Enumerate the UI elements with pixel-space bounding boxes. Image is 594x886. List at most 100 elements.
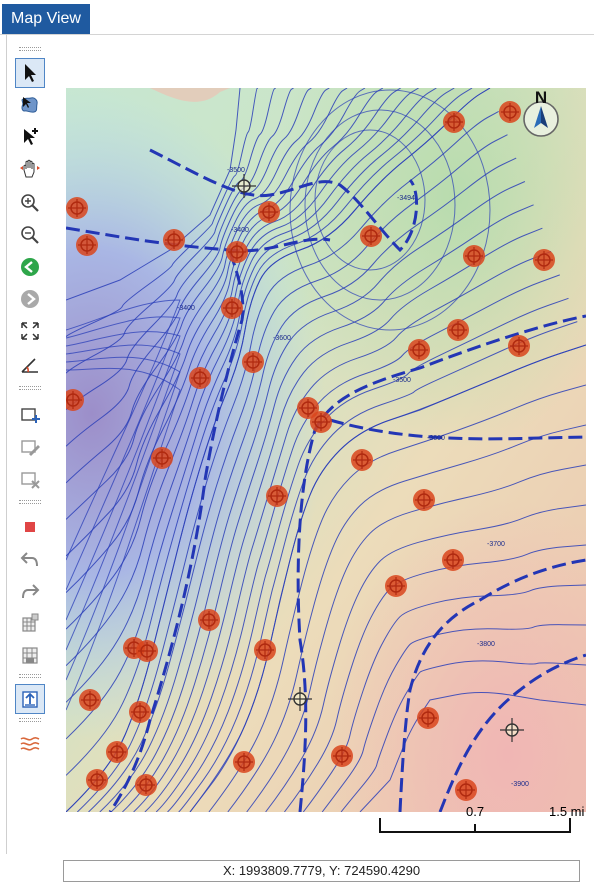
well-marker[interactable] bbox=[442, 549, 464, 571]
forward-button[interactable] bbox=[15, 284, 45, 314]
well-marker[interactable] bbox=[163, 229, 185, 251]
pan-button[interactable] bbox=[15, 154, 45, 184]
contour-line bbox=[321, 624, 586, 812]
redo-button[interactable] bbox=[15, 576, 45, 606]
stop-button[interactable] bbox=[15, 512, 45, 542]
well-marker[interactable] bbox=[443, 111, 465, 133]
add-point-button[interactable] bbox=[15, 122, 45, 152]
well-marker[interactable] bbox=[463, 245, 485, 267]
contour-label: -3500 bbox=[393, 377, 411, 384]
delete-layer-button[interactable] bbox=[15, 464, 45, 494]
well-marker[interactable] bbox=[351, 449, 373, 471]
contour-line bbox=[227, 424, 586, 812]
well-crosshair bbox=[66, 391, 82, 409]
contour-line bbox=[314, 129, 426, 271]
contour-label: -3600 bbox=[427, 435, 445, 442]
well-marker[interactable] bbox=[417, 707, 439, 729]
well-marker[interactable] bbox=[360, 225, 382, 247]
select-arrow-button[interactable] bbox=[15, 58, 45, 88]
crosshair-lines bbox=[232, 174, 256, 198]
well-marker[interactable] bbox=[508, 335, 530, 357]
contour-label: -3900 bbox=[511, 781, 529, 788]
contour-map-canvas[interactable]: -3500 -3400 -3494 -3400 -3600 -3500 -3600 -3700… bbox=[66, 88, 586, 812]
contour-label: -3500 bbox=[227, 167, 245, 174]
contour-line bbox=[99, 157, 517, 812]
well-marker[interactable] bbox=[86, 769, 108, 791]
well-marker[interactable] bbox=[408, 339, 430, 361]
scale-mid-label: 0.7 bbox=[466, 804, 485, 819]
zoom-out-button[interactable] bbox=[15, 220, 45, 250]
select-features-button[interactable] bbox=[15, 90, 45, 120]
contour-label: -3400 bbox=[177, 305, 195, 312]
well-marker[interactable] bbox=[135, 774, 157, 796]
well-marker[interactable] bbox=[310, 411, 332, 433]
delete-layer-icon bbox=[21, 472, 40, 489]
well-marker[interactable] bbox=[385, 575, 407, 597]
well-marker[interactable] bbox=[151, 447, 173, 469]
well-marker[interactable] bbox=[331, 745, 353, 767]
contour-line bbox=[66, 88, 473, 776]
edit-layer-button[interactable] bbox=[15, 432, 45, 462]
forward-icon bbox=[21, 290, 39, 308]
contour-line bbox=[66, 88, 276, 374]
well-marker[interactable] bbox=[221, 297, 243, 319]
well-marker[interactable] bbox=[499, 101, 521, 123]
well-marker[interactable] bbox=[226, 241, 248, 263]
contour-line bbox=[208, 384, 586, 812]
contour-map[interactable]: -3500 -3400 -3494 -3400 -3600 -3500 -3600 -3700… bbox=[66, 88, 586, 812]
zoom-in-icon bbox=[21, 194, 39, 212]
back-button[interactable] bbox=[15, 252, 45, 282]
export-button[interactable] bbox=[15, 684, 45, 714]
map-peak-zone bbox=[150, 88, 230, 102]
well-marker[interactable] bbox=[79, 689, 101, 711]
tab-map-view[interactable]: Map View bbox=[2, 4, 90, 34]
well-marker[interactable] bbox=[447, 319, 469, 341]
well-marker[interactable] bbox=[266, 485, 288, 507]
well-crosshair bbox=[165, 231, 183, 249]
well-marker[interactable] bbox=[533, 249, 555, 271]
well-crosshair bbox=[260, 203, 278, 221]
contour-line bbox=[66, 88, 348, 520]
well-crosshair bbox=[312, 413, 330, 431]
well-marker[interactable] bbox=[189, 367, 211, 389]
contour-line bbox=[66, 88, 401, 630]
well-marker[interactable] bbox=[66, 197, 88, 219]
zoom-in-button[interactable] bbox=[15, 188, 45, 218]
well-crosshair bbox=[419, 709, 437, 727]
well-marker[interactable] bbox=[66, 389, 84, 411]
crosshair-icon bbox=[232, 174, 256, 198]
well-crosshair bbox=[444, 551, 462, 569]
map-view-frame bbox=[6, 34, 593, 854]
undo-button[interactable] bbox=[15, 544, 45, 574]
major-contour-line bbox=[329, 418, 586, 441]
contour-label: -3800 bbox=[477, 641, 495, 648]
well-marker[interactable] bbox=[254, 639, 276, 661]
well-marker[interactable] bbox=[297, 397, 319, 419]
undo-icon bbox=[20, 552, 38, 567]
full-extent-button[interactable] bbox=[15, 316, 45, 346]
well-marker[interactable] bbox=[136, 640, 158, 662]
well-marker[interactable] bbox=[76, 234, 98, 256]
measure-angle-button[interactable] bbox=[15, 350, 45, 380]
well-marker[interactable] bbox=[233, 751, 255, 773]
well-marker[interactable] bbox=[258, 201, 280, 223]
well-marker[interactable] bbox=[455, 779, 477, 801]
add-layer-icon bbox=[21, 408, 40, 423]
well-marker[interactable] bbox=[413, 489, 435, 511]
well-crosshair bbox=[362, 227, 380, 245]
well-crosshair bbox=[88, 771, 106, 789]
crosshair-lines bbox=[500, 718, 524, 742]
well-crosshair bbox=[333, 747, 351, 765]
well-marker[interactable] bbox=[242, 351, 264, 373]
contour-line bbox=[246, 464, 586, 812]
toolbar-grip bbox=[19, 718, 41, 722]
crosshair-markers bbox=[232, 174, 524, 742]
map-toolbar bbox=[12, 40, 50, 760]
well-marker[interactable] bbox=[106, 741, 128, 763]
well-marker[interactable] bbox=[198, 609, 220, 631]
save-grid-button[interactable] bbox=[15, 640, 45, 670]
well-marker[interactable] bbox=[129, 701, 151, 723]
contour-button[interactable] bbox=[15, 728, 45, 758]
grid-button[interactable] bbox=[15, 608, 45, 638]
add-layer-button[interactable] bbox=[15, 400, 45, 430]
